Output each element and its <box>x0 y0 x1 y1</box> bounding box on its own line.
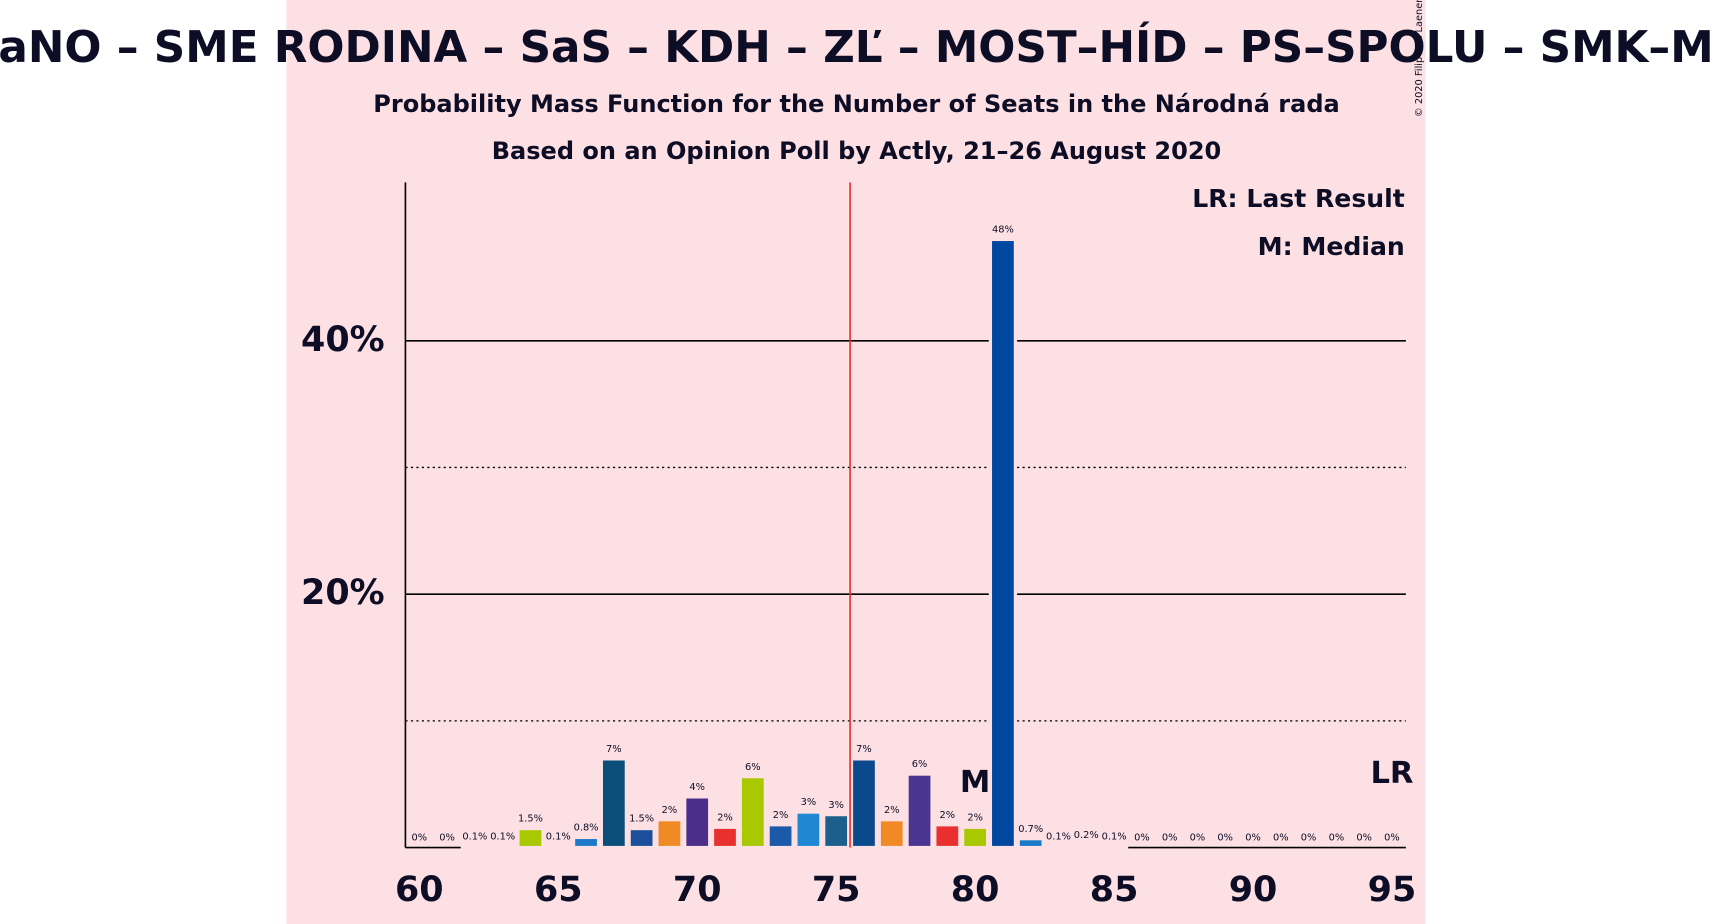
bar <box>571 835 601 850</box>
value-label: 2% <box>940 810 956 821</box>
x-tick-label: 80 <box>951 870 1000 910</box>
bar <box>460 844 490 850</box>
value-label: 0% <box>1162 833 1178 844</box>
value-label: 0.1% <box>462 831 487 842</box>
value-label: 0% <box>1384 833 1400 844</box>
value-label: 3% <box>801 797 817 808</box>
legend-entry: M: Median <box>1258 232 1405 261</box>
y-tick-label: 20% <box>301 573 385 613</box>
bar <box>1044 844 1073 850</box>
value-label: 0% <box>1245 833 1261 844</box>
x-tick-label: 75 <box>812 870 861 910</box>
value-label: 0% <box>1273 833 1289 844</box>
value-label: 0% <box>412 833 428 844</box>
bar <box>599 757 628 850</box>
bar <box>822 812 851 850</box>
bar <box>710 825 740 850</box>
value-label: 1.5% <box>518 814 543 825</box>
bar <box>933 823 962 850</box>
value-label: 0% <box>1329 833 1345 844</box>
value-label: 0.8% <box>574 823 599 834</box>
value-label: 0.1% <box>1046 831 1071 842</box>
chart-subtitle: Probability Mass Function for the Number… <box>373 90 1339 118</box>
bar <box>905 772 934 850</box>
bar <box>544 844 573 850</box>
x-tick-label: 60 <box>395 870 444 910</box>
bar <box>1072 843 1101 850</box>
last-result-marker: LR <box>1370 756 1413 791</box>
bar <box>738 774 767 850</box>
bar <box>766 823 795 850</box>
x-tick-label: 95 <box>1368 870 1417 910</box>
bar <box>877 818 906 850</box>
y-tick-label: 40% <box>301 320 385 360</box>
bar <box>488 844 517 850</box>
value-label: 7% <box>856 744 872 755</box>
value-label: 6% <box>745 762 761 773</box>
copyright: © 2020 Filip van Laenen <box>1414 0 1425 117</box>
x-tick-label: 85 <box>1090 870 1139 910</box>
value-label: 3% <box>828 800 844 811</box>
value-label: 0% <box>1190 833 1206 844</box>
bar <box>516 826 545 850</box>
value-label: 0.2% <box>1074 830 1099 841</box>
value-label: 2% <box>773 810 789 821</box>
bar <box>960 825 990 850</box>
value-label: 0% <box>1217 833 1233 844</box>
legend-entry: LR: Last Result <box>1192 184 1405 213</box>
x-tick-label: 65 <box>534 870 583 910</box>
bar <box>627 826 656 850</box>
value-label: 2% <box>884 805 900 816</box>
value-label: 7% <box>606 744 622 755</box>
value-label: 0% <box>439 833 455 844</box>
median-marker: M <box>960 765 990 800</box>
chart-subtitle: Based on an Opinion Poll by Actly, 21–26… <box>492 137 1221 165</box>
bar <box>1099 844 1129 850</box>
value-label: 48% <box>992 225 1014 236</box>
value-label: 0.1% <box>1102 831 1127 842</box>
value-label: 4% <box>689 782 705 793</box>
bar <box>988 237 1018 850</box>
value-label: 2% <box>662 805 678 816</box>
value-label: 0.1% <box>546 831 571 842</box>
bar <box>655 818 684 850</box>
x-tick-label: 70 <box>673 870 722 910</box>
value-label: 0% <box>1301 833 1317 844</box>
value-label: 0% <box>1134 833 1150 844</box>
value-label: 2% <box>717 812 733 823</box>
value-label: 6% <box>912 759 928 770</box>
value-label: 0% <box>1356 833 1372 844</box>
chart-title: OĽaNO – SME RODINA – SaS – KDH – ZĽ – MO… <box>0 20 1713 73</box>
value-label: 1.5% <box>629 814 654 825</box>
value-label: 0.1% <box>490 831 515 842</box>
bar <box>794 810 823 850</box>
bar <box>683 795 712 850</box>
value-label: 2% <box>967 812 983 823</box>
value-label: 0.7% <box>1018 824 1043 835</box>
bar <box>1016 837 1045 850</box>
x-tick-label: 90 <box>1229 870 1278 910</box>
bar <box>849 757 879 850</box>
